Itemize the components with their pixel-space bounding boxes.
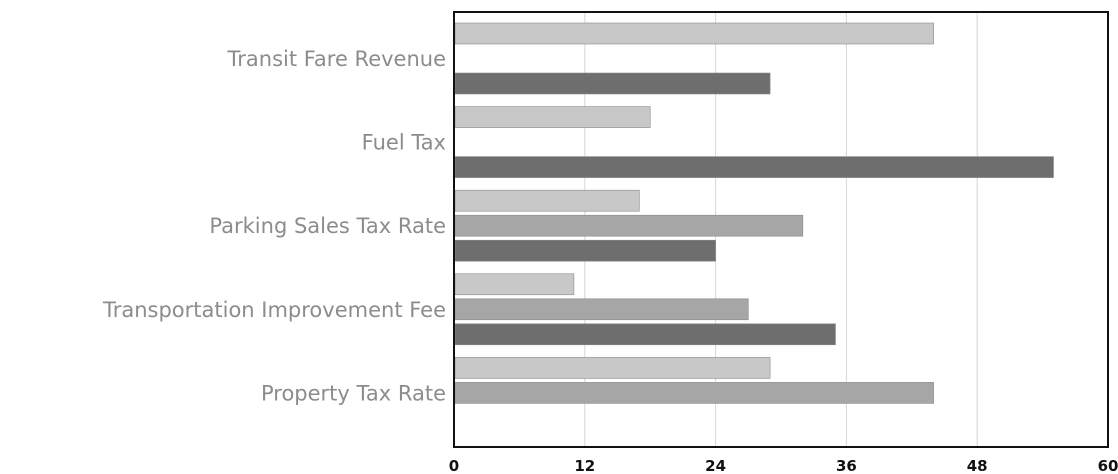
bar: [454, 22, 934, 45]
category-label: Property Tax Rate: [261, 381, 446, 405]
category-labels: Transit Fare Revenue Fuel Tax Parking Sale…: [102, 47, 446, 405]
plot-frame: [453, 11, 1109, 448]
x-tick-labels: 0 12 24 36 48 60: [449, 457, 1118, 474]
bar: [454, 357, 771, 379]
bar: [454, 214, 804, 237]
bar: [454, 382, 934, 404]
bar: [454, 189, 640, 212]
bar: [454, 323, 836, 346]
x-tick-label: 0: [449, 457, 459, 474]
x-tick-label: 24: [705, 457, 726, 474]
category-label: Transit Fare Revenue: [227, 47, 446, 71]
bar: [454, 273, 575, 296]
x-tick-label: 60: [1098, 457, 1118, 474]
x-tick-label: 36: [836, 457, 857, 474]
bar: [454, 156, 1054, 178]
category-label: Transportation Improvement Fee: [102, 298, 446, 322]
bar: [454, 239, 716, 262]
bars: [454, 22, 1054, 404]
category-label: Parking Sales Tax Rate: [209, 214, 446, 238]
x-tick-label: 12: [574, 457, 595, 474]
category-label: Fuel Tax: [362, 131, 446, 155]
bar: [454, 298, 749, 321]
bar: [454, 106, 651, 128]
bar: [454, 72, 771, 95]
x-tick-label: 48: [967, 457, 988, 474]
